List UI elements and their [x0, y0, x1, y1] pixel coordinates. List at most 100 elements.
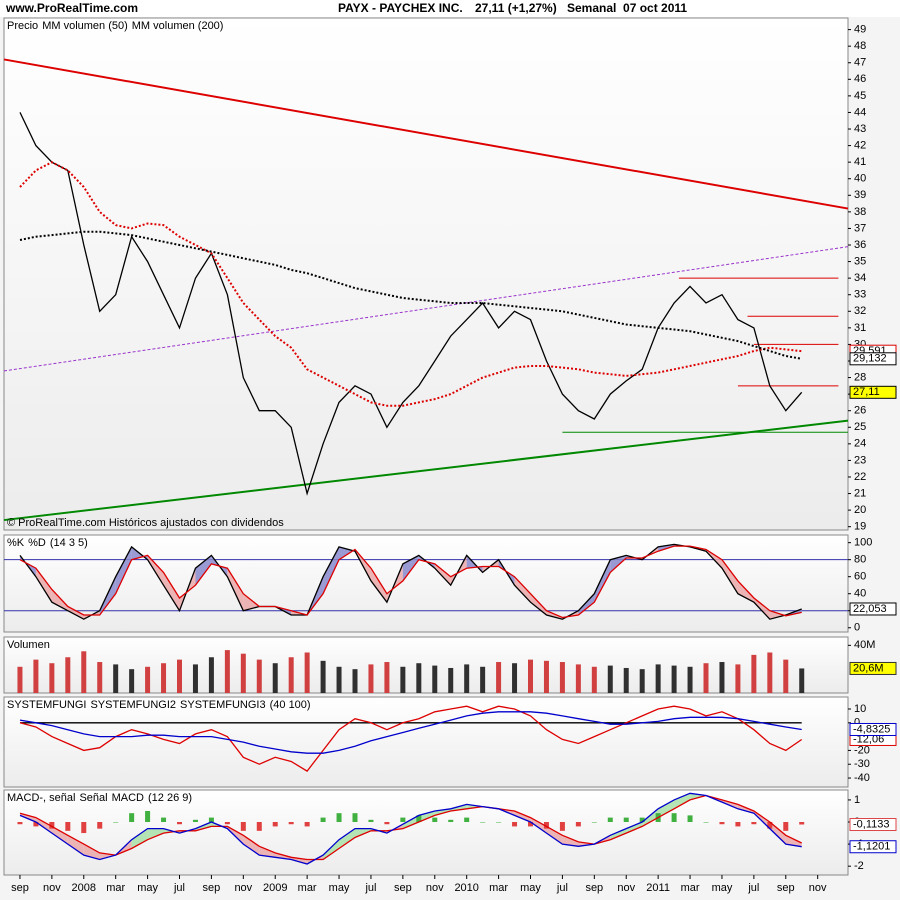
x-tick-label: sep	[11, 882, 29, 894]
x-tick-label: nov	[426, 882, 444, 894]
bar	[208, 657, 214, 693]
bar	[719, 662, 725, 693]
y-tick-label: 24	[854, 438, 866, 450]
bar	[97, 822, 103, 829]
last-value-box	[849, 385, 897, 399]
band-fill	[67, 835, 84, 856]
bar	[448, 667, 454, 693]
band-fill	[131, 828, 148, 849]
bar	[432, 665, 438, 693]
bar	[129, 813, 135, 823]
x-tick-label: jul	[364, 882, 376, 894]
x-tick-label: sep	[394, 882, 412, 894]
last-value-label: 20,6M	[853, 662, 884, 674]
y-tick-label: 38	[854, 206, 866, 218]
bar	[512, 663, 518, 693]
band-fill	[769, 610, 786, 620]
y-tick-label: 28	[854, 371, 866, 383]
band-fill	[514, 810, 531, 823]
symbol: PAYX - PAYCHEX INC.	[338, 1, 463, 15]
y-tick-label: 26	[854, 405, 866, 417]
y-tick-label: 35	[854, 255, 866, 267]
y-tick-label: 40	[854, 588, 866, 600]
bar	[687, 666, 693, 693]
bar	[703, 663, 709, 693]
bar	[384, 662, 390, 693]
bar	[799, 668, 805, 693]
y-tick-label: 48	[854, 40, 866, 52]
bar	[352, 669, 358, 693]
bar	[368, 664, 374, 693]
y-tick-label: 34	[854, 272, 866, 284]
bar	[735, 664, 741, 693]
band-fill	[227, 568, 244, 611]
y-tick-label: 37	[854, 222, 866, 234]
x-tick-label: 2009	[263, 882, 287, 894]
bar	[783, 822, 789, 831]
y-tick-label: -30	[854, 758, 870, 770]
band-fill	[658, 799, 675, 818]
band-fill	[530, 593, 547, 615]
bar	[288, 822, 294, 825]
y-tick-label: 0	[854, 717, 860, 729]
bar	[145, 666, 151, 693]
y-tick-label: -20	[854, 744, 870, 756]
bar	[368, 819, 374, 823]
band-fill	[737, 580, 754, 603]
legend-text: MACD	[112, 792, 144, 804]
band-fill	[147, 828, 164, 840]
y-tick-label: 42	[854, 139, 866, 151]
bar	[400, 817, 406, 823]
quote: 27,11 (+1,27%)	[475, 1, 557, 15]
bar	[575, 822, 581, 827]
series-line	[19, 792, 802, 865]
last-value-box	[849, 352, 897, 366]
band-fill	[418, 810, 435, 823]
series-line	[19, 161, 802, 407]
bar	[177, 659, 183, 693]
last-value-box	[849, 840, 897, 854]
bar	[464, 664, 470, 693]
last-value-box	[849, 602, 897, 616]
y-tick-label: 23	[854, 454, 866, 466]
bar	[496, 822, 502, 823]
band-fill	[67, 606, 84, 620]
legend-text: (14 3 5)	[50, 537, 88, 549]
band-fill	[721, 559, 738, 594]
y-tick-label: 22	[854, 471, 866, 483]
y-tick-label: 31	[854, 322, 866, 334]
legend-text: MM volumen (200)	[132, 20, 224, 32]
y-tick-label: 47	[854, 57, 866, 69]
x-tick-label: nov	[617, 882, 635, 894]
x-tick-label: 2011	[646, 882, 670, 894]
bar	[416, 663, 422, 693]
bar	[272, 822, 278, 827]
band-fill	[594, 559, 611, 603]
band-fill	[562, 835, 579, 847]
y-tick-label: 0	[854, 622, 860, 634]
bar	[129, 669, 135, 693]
x-tick-label: may	[520, 882, 541, 894]
panel-background	[3, 17, 849, 531]
y-tick-label: 43	[854, 123, 866, 135]
bar	[432, 817, 438, 823]
last-value-label: 22,053	[853, 603, 887, 615]
y-tick-label: 39	[854, 189, 866, 201]
band-fill	[546, 826, 563, 845]
legend-text: Volumen	[7, 639, 50, 651]
trend-line	[3, 246, 849, 372]
x-tick-label: jul	[747, 882, 759, 894]
series-line	[19, 711, 802, 754]
bar	[17, 666, 23, 693]
bar	[543, 822, 549, 829]
bar	[528, 659, 534, 693]
bar	[65, 822, 71, 831]
legend-text: SYSTEMFUNGI2	[90, 699, 176, 711]
y-tick-label: -40	[854, 772, 870, 784]
y-tick-label: 100	[854, 537, 872, 549]
y-tick-label: 40M	[854, 639, 875, 651]
period: Semanal 07 oct 2011	[567, 1, 687, 15]
bar	[192, 664, 198, 693]
